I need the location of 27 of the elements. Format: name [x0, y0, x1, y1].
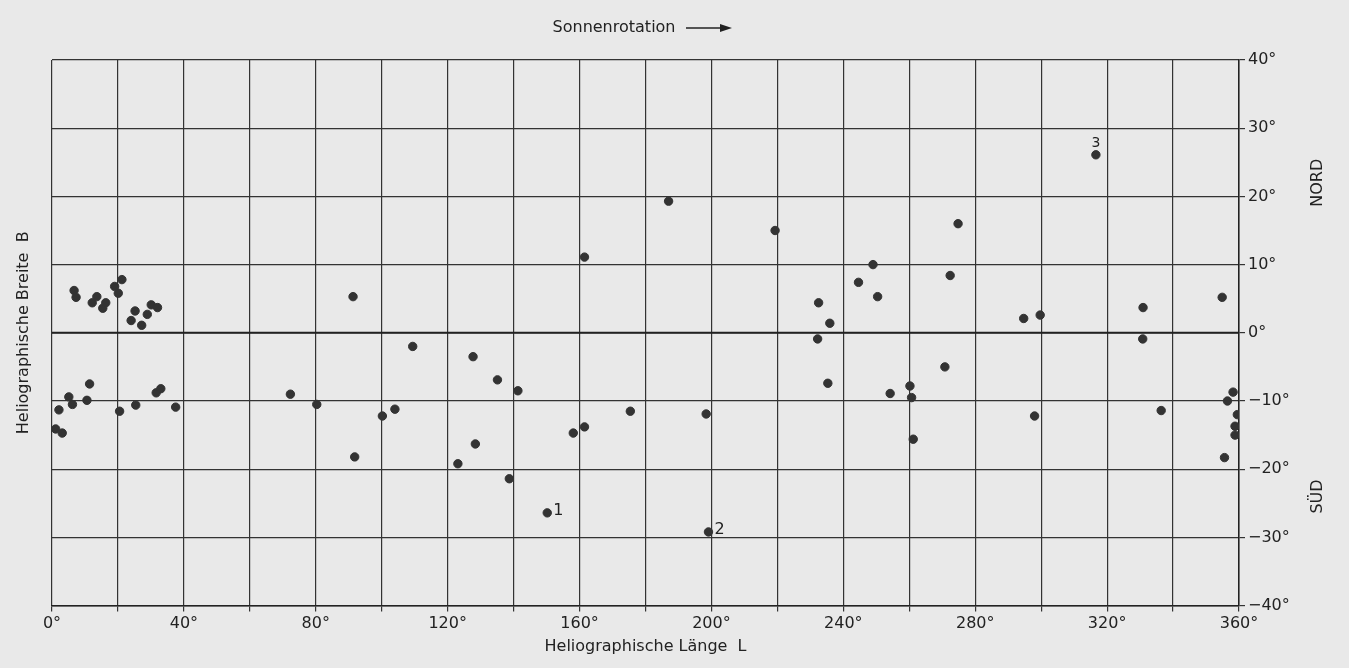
y-tick-label: 0°	[1248, 321, 1267, 341]
x-axis-title: Heliographische Länge L	[544, 635, 747, 655]
annotation: 1	[553, 500, 564, 519]
x-tick-label: 240°	[824, 613, 863, 633]
x-tick-label: 320°	[1087, 613, 1127, 633]
text: NORD	[1307, 158, 1327, 207]
y-tick-label: −10°	[1248, 390, 1290, 410]
text: SÜD	[1307, 479, 1327, 514]
x-tick-label: 80°	[301, 613, 330, 633]
y-tick-label: 30°	[1248, 117, 1277, 137]
x-tick-label: 0°	[42, 613, 62, 633]
y-tick-label: −30°	[1248, 526, 1290, 546]
x-tick-label: 160°	[560, 613, 599, 633]
x-tick-label: 40°	[169, 613, 199, 633]
y-axis-title: Heliographische Breite B	[13, 231, 33, 435]
x-tick-label: 280°	[955, 613, 995, 633]
annotation: 2	[714, 519, 725, 539]
y-tick-label: −20°	[1248, 458, 1290, 478]
y-tick-label: −40°	[1248, 594, 1290, 614]
y-tick-label: 20°	[1248, 185, 1277, 205]
x-tick-label: 360°	[1219, 613, 1259, 633]
annotation: 3	[1091, 134, 1101, 151]
y-tick-label: 40°	[1248, 49, 1277, 69]
y-tick-label: 10°	[1248, 253, 1277, 273]
text: Sonnenrotation	[552, 17, 676, 37]
x-tick-label: 200°	[692, 613, 731, 633]
x-tick-label: 120°	[428, 613, 467, 633]
